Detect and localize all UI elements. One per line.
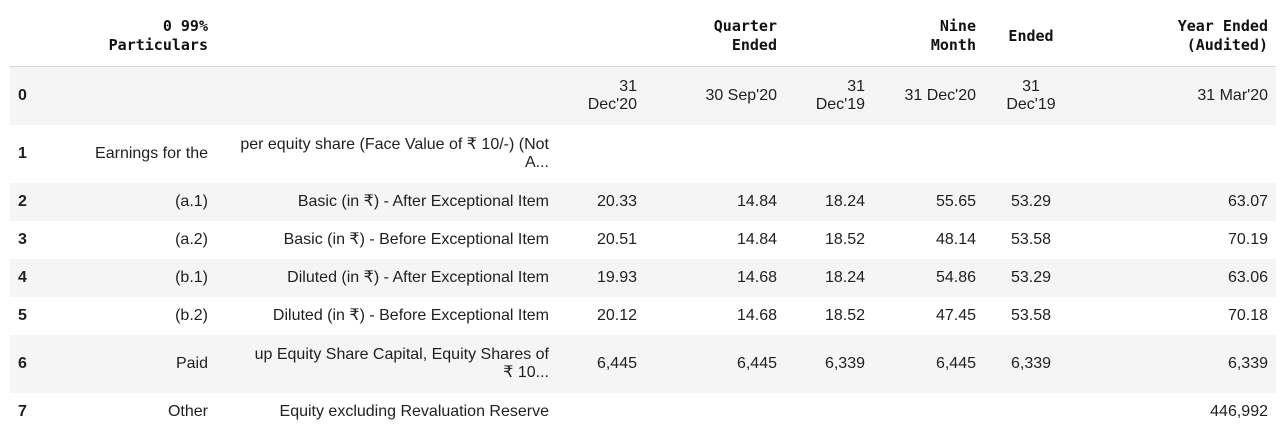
- table-cell: (b.1): [175, 269, 208, 286]
- table-cell: 53.58: [1010, 307, 1052, 324]
- table-cell: [873, 393, 984, 431]
- table-cell: Basic (in ₹) - Before Exceptional Item: [283, 231, 549, 248]
- dataframe-container: 0 99% Particulars Quarter Ended Nine Mon…: [10, 6, 1276, 431]
- table-cell: Equity excluding Revaluation Reserve: [279, 403, 549, 420]
- table-cell: 31 Dec'20: [587, 78, 637, 113]
- table-cell: [645, 393, 785, 431]
- table-cell: 14.68: [736, 307, 777, 324]
- table-cell: 48.14: [935, 231, 976, 248]
- table-row: 1 Earnings for the per equity share (Fac…: [10, 125, 1276, 183]
- table-cell: [984, 393, 1078, 431]
- table-cell: 53.58: [1010, 231, 1052, 248]
- table-cell: 31 Dec'20: [904, 87, 976, 104]
- earnings-table: 0 99% Particulars Quarter Ended Nine Mon…: [10, 6, 1276, 431]
- table-row: 0 31 Dec'20 30 Sep'20 31 Dec'19 31 Dec'2…: [10, 66, 1276, 126]
- table-cell: 54.86: [935, 269, 976, 286]
- table-cell: up Equity Share Capital, Equity Shares o…: [254, 346, 549, 381]
- table-cell: 20.51: [596, 231, 637, 248]
- header-year-ended: Year Ended (Audited): [1078, 6, 1276, 67]
- table-cell: 6,445: [935, 355, 976, 372]
- row-index: 0: [18, 87, 27, 104]
- table-cell: [557, 125, 645, 183]
- row-index: 1: [18, 145, 27, 162]
- table-cell: 31 Dec'19: [815, 78, 865, 113]
- header-description: [216, 6, 557, 67]
- table-cell: 18.24: [824, 193, 865, 210]
- table-cell: Diluted (in ₹) - Before Exceptional Item: [272, 307, 549, 324]
- header-col-3: [557, 6, 645, 67]
- header-nine-month: Nine Month: [873, 6, 984, 67]
- table-cell: 6,445: [736, 355, 777, 372]
- row-index: 5: [18, 307, 27, 324]
- row-index: 7: [18, 403, 27, 420]
- row-index: 4: [18, 269, 27, 286]
- table-cell: 20.33: [596, 193, 637, 210]
- table-cell: [68, 67, 216, 126]
- table-cell: (b.2): [175, 307, 208, 324]
- table-cell: [785, 393, 873, 431]
- table-cell: 6,339: [1227, 355, 1268, 372]
- header-row: 0 99% Particulars Quarter Ended Nine Mon…: [10, 6, 1276, 67]
- table-cell: Earnings for the: [95, 145, 208, 162]
- table-cell: [984, 125, 1078, 183]
- table-cell: 31 Dec'19: [1006, 78, 1056, 113]
- table-cell: 446,992: [1210, 403, 1268, 420]
- table-cell: Other: [167, 403, 208, 420]
- table-cell: 6,445: [596, 355, 637, 372]
- table-cell: 6,339: [1010, 355, 1052, 372]
- table-cell: 19.93: [596, 269, 637, 286]
- table-cell: 14.84: [736, 231, 777, 248]
- table-cell: 14.68: [736, 269, 777, 286]
- table-cell: [785, 125, 873, 183]
- table-cell: Paid: [175, 355, 208, 372]
- table-cell: 55.65: [935, 193, 976, 210]
- header-col-5: [785, 6, 873, 67]
- table-cell: 63.07: [1227, 193, 1268, 210]
- table-cell: 20.12: [596, 307, 637, 324]
- row-index: 6: [18, 355, 27, 372]
- table-cell: 53.29: [1010, 269, 1052, 286]
- table-cell: (a.1): [175, 193, 208, 210]
- table-cell: [1078, 125, 1276, 183]
- row-index: 3: [18, 231, 27, 248]
- table-cell: Diluted (in ₹) - After Exceptional Item: [287, 269, 549, 286]
- table-row: 7 Other Equity excluding Revaluation Res…: [10, 393, 1276, 431]
- table-row: 5 (b.2) Diluted (in ₹) - Before Exceptio…: [10, 297, 1276, 335]
- table-row: 6 Paid up Equity Share Capital, Equity S…: [10, 335, 1276, 393]
- table-cell: 53.29: [1010, 193, 1052, 210]
- table-cell: (a.2): [175, 231, 208, 248]
- table-cell: [557, 393, 645, 431]
- table-cell: 47.45: [935, 307, 976, 324]
- table-cell: 18.52: [824, 307, 865, 324]
- table-cell: 6,339: [824, 355, 865, 372]
- table-cell: 18.24: [824, 269, 865, 286]
- table-cell: [645, 125, 785, 183]
- table-cell: 70.18: [1227, 307, 1268, 324]
- header-particulars: 0 99% Particulars: [68, 6, 216, 67]
- table-cell: Basic (in ₹) - After Exceptional Item: [297, 193, 549, 210]
- header-index: [10, 6, 68, 67]
- header-quarter-ended: Quarter Ended: [645, 6, 785, 67]
- table-row: 2 (a.1) Basic (in ₹) - After Exceptional…: [10, 183, 1276, 221]
- table-cell: [216, 67, 557, 126]
- table-cell: 14.84: [736, 193, 777, 210]
- row-index: 2: [18, 193, 27, 210]
- table-cell: 63.06: [1227, 269, 1268, 286]
- table-cell: [873, 125, 984, 183]
- table-row: 4 (b.1) Diluted (in ₹) - After Exception…: [10, 259, 1276, 297]
- header-ended: Ended: [984, 6, 1078, 67]
- table-cell: per equity share (Face Value of ₹ 10/-) …: [240, 136, 549, 171]
- table-cell: 30 Sep'20: [705, 87, 777, 104]
- table-row: 3 (a.2) Basic (in ₹) - Before Exceptiona…: [10, 221, 1276, 259]
- table-cell: 31 Mar'20: [1197, 87, 1268, 104]
- table-cell: 18.52: [824, 231, 865, 248]
- table-cell: 70.19: [1227, 231, 1268, 248]
